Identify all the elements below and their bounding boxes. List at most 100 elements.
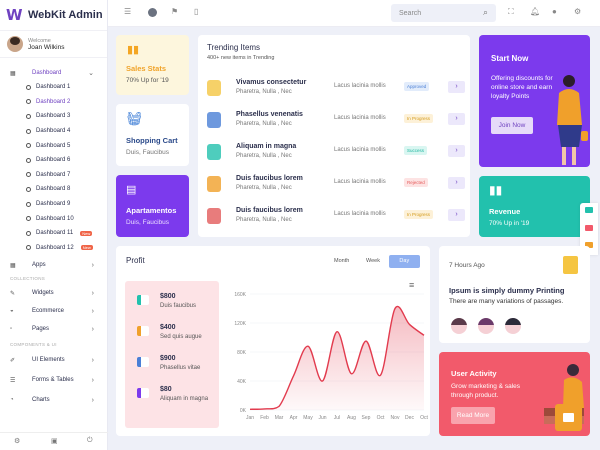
search-icon[interactable]: ⌕ — [482, 7, 488, 17]
x-tick-label: Aug — [347, 415, 356, 421]
table-row: Duis faucibus lorem Pharetra, Nulla , Ne… — [198, 201, 469, 231]
circle-icon — [26, 143, 31, 149]
hamburger-icon[interactable]: ≡ — [409, 280, 415, 290]
new-badge: New — [80, 245, 93, 251]
item-name[interactable]: Vivamus consectetur — [236, 79, 307, 86]
page-icon: ▫ — [10, 326, 13, 333]
revenue-card[interactable]: ▮▮ Revenue 70% Up in '19 — [479, 176, 590, 237]
status-badge: In Progress — [404, 114, 434, 123]
clipboard-icon[interactable]: ▯ — [194, 7, 199, 16]
chat-icon — [563, 413, 574, 422]
sidebar-subitem[interactable]: Dashboard 4 — [0, 124, 107, 139]
circle-icon — [26, 113, 31, 119]
sidebar-item-dashboard[interactable]: ▦ Dashboard ⌄ — [0, 66, 107, 80]
sidebar-subitem[interactable]: Dashboard 8 — [0, 182, 107, 197]
profit-value: $800 — [160, 293, 176, 300]
item-name[interactable]: Phasellus venenatis — [236, 111, 303, 118]
floating-toolbar — [580, 203, 598, 255]
circle-icon — [26, 245, 31, 251]
tab-day[interactable]: Day — [388, 255, 420, 268]
x-tick-label: May — [303, 415, 313, 421]
arrow-right-icon[interactable]: › — [448, 145, 465, 157]
arrow-right-icon[interactable]: › — [448, 177, 465, 189]
news-text: There are many variations of passages. — [449, 298, 564, 305]
sidebar-subitem[interactable]: Dashboard 6 — [0, 153, 107, 168]
x-tick-label: Jan — [246, 415, 254, 421]
notification-bell-icon[interactable]: 🔔︎ — [530, 7, 541, 16]
sidebar-item-forms-tables[interactable]: ☰ Forms & Tables › — [0, 370, 107, 390]
sidebar-item-apps[interactable]: ▦ Apps › — [0, 258, 107, 272]
language-icon[interactable] — [148, 8, 157, 17]
tab-week[interactable]: Week — [366, 258, 380, 264]
sidebar-subitem[interactable]: Dashboard 9 — [0, 197, 107, 212]
sidebar-item-ui-elements[interactable]: ✐ UI Elements › — [0, 350, 107, 370]
user-icon[interactable]: ● — [552, 7, 557, 16]
status-badge: Approved — [404, 82, 430, 91]
sidebar-subitem-label: Dashboard 7 — [36, 171, 71, 178]
settings-icon[interactable]: ⚙ — [574, 7, 582, 16]
sidebar-subitem-label: Dashboard 2 — [36, 98, 71, 105]
arrow-right-icon[interactable]: › — [448, 113, 465, 125]
x-tick-label: Dec — [405, 415, 414, 421]
lock-icon[interactable]: ▣ — [51, 438, 58, 445]
status-badge: Rejected — [404, 178, 428, 187]
arrow-right-icon[interactable]: › — [448, 81, 465, 93]
sidebar-item-charts[interactable]: ◔ Charts › — [0, 390, 107, 410]
item-location: Lacus lacinia mollis — [334, 147, 386, 153]
sidebar-item-ecommerce[interactable]: ◒ Ecommerce › — [0, 302, 107, 320]
welcome-label: Welcome — [28, 37, 51, 44]
sidebar-subitem[interactable]: Dashboard 7 — [0, 168, 107, 183]
sidebar-subitem[interactable]: Dashboard 10 — [0, 211, 107, 226]
product-icon — [207, 176, 221, 192]
settings-icon[interactable]: ⚙ — [14, 438, 21, 445]
sidebar-subitem[interactable]: Dashboard 1 — [0, 80, 107, 95]
table-row: Phasellus venenatis Pharetra, Nulla , Ne… — [198, 105, 469, 135]
item-name[interactable]: Duis faucibus lorem — [236, 175, 303, 182]
circle-icon — [26, 84, 31, 90]
sidebar-subitem[interactable]: Dashboard 3 — [0, 109, 107, 124]
apartamentos-card[interactable]: ▤ Apartamentos Duis, Faucibus — [116, 175, 189, 237]
profit-tabs: Month Week Day — [326, 255, 420, 268]
y-tick-label: 40K — [237, 379, 247, 385]
sidebar: W WebKit Admin Welcome Joan Wilkins ▦ Da… — [0, 0, 108, 450]
sales-stats-card[interactable]: ▮▮ Sales Stats 70% Up for '19 — [116, 35, 189, 95]
layout-icon[interactable] — [585, 242, 593, 248]
sidebar-item-label: Widgets — [32, 290, 54, 297]
join-now-button[interactable]: Join Now — [491, 117, 533, 134]
fullscreen-icon[interactable]: ⛶ — [508, 7, 514, 16]
read-more-button[interactable]: Read More — [451, 407, 495, 424]
power-icon[interactable]: ⏻ — [87, 437, 93, 444]
profit-value: $400 — [160, 324, 176, 331]
flag-icon[interactable]: ⚑ — [171, 7, 179, 16]
arrow-right-icon[interactable]: › — [448, 209, 465, 221]
apartamentos-title: Apartamentos — [126, 206, 177, 215]
sidebar-subitem[interactable]: Dashboard 11 New — [0, 226, 107, 241]
sales-stats-sub: 70% Up for '19 — [126, 77, 169, 84]
item-name[interactable]: Duis faucibus lorem — [236, 207, 303, 214]
brand[interactable]: W WebKit Admin — [0, 0, 107, 30]
sidebar-item-widgets[interactable]: ✎ Widgets › — [0, 284, 107, 302]
theme-icon[interactable] — [585, 207, 593, 213]
chevron-right-icon: › — [91, 289, 94, 297]
chat-button[interactable] — [555, 404, 582, 431]
sidebar-subitem-label: Dashboard 5 — [36, 142, 71, 149]
shopping-cart-card[interactable]: 🧺︎ Shopping Cart Duis, Faucibus — [116, 104, 189, 166]
sidebar-item-pages[interactable]: ▫ Pages › — [0, 320, 107, 338]
search-input[interactable]: Search ⌕ — [391, 4, 496, 22]
sidebar-item-label: Dashboard — [32, 70, 62, 76]
sidebar-subitem[interactable]: Dashboard 5 — [0, 138, 107, 153]
status-badge: In Progress — [404, 210, 434, 219]
tab-month[interactable]: Month — [334, 258, 350, 264]
sidebar-item-label: Apps — [32, 262, 46, 269]
item-name[interactable]: Aliquam in magna — [236, 143, 297, 150]
wallet-icon — [137, 357, 149, 367]
sidebar-subitem[interactable]: Dashboard 12 New — [0, 241, 107, 256]
news-title[interactable]: Ipsum is simply dummy Printing — [449, 286, 565, 295]
sidebar-subitem[interactable]: Dashboard 2 — [0, 95, 107, 110]
user-profile[interactable]: Welcome Joan Wilkins — [0, 30, 107, 58]
brand-name: WebKit Admin — [28, 9, 103, 21]
image-icon[interactable] — [585, 225, 593, 231]
sidebar-item-label: Charts — [32, 397, 50, 404]
shopping-cart-title: Shopping Cart — [126, 136, 178, 145]
menu-toggle-icon[interactable]: ☰ — [124, 7, 132, 16]
